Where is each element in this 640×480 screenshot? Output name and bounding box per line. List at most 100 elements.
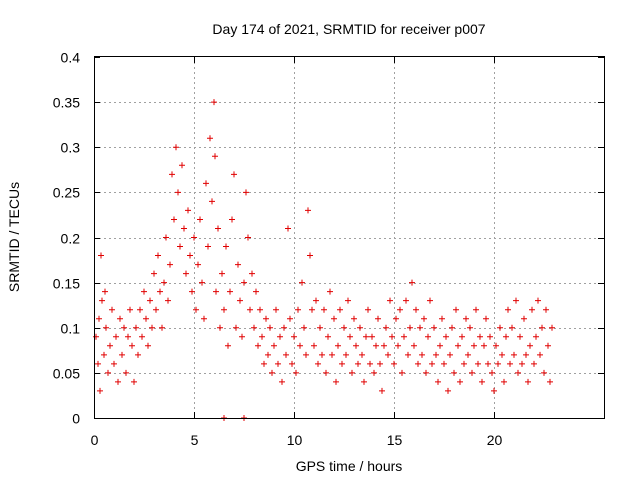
x-tick-label: 0 [91,432,99,448]
data-point [453,306,459,313]
data-point [477,333,483,340]
data-point [503,333,509,340]
data-point [97,387,103,394]
data-point [321,306,327,313]
data-point [153,306,159,313]
data-point [409,279,415,286]
data-point [443,333,449,340]
data-point [127,306,133,313]
data-point [433,351,439,358]
data-point [131,378,137,385]
data-point [295,306,301,313]
data-point [377,360,383,367]
data-point [425,333,431,340]
data-point [98,252,104,259]
y-tick-label: 0.2 [61,231,81,247]
data-point [151,270,157,277]
data-point [143,315,149,322]
data-point [305,207,311,214]
data-point [219,270,225,277]
data-point [309,306,315,313]
data-point [329,351,335,358]
y-tick-label: 0 [72,411,80,427]
data-point [221,306,227,313]
data-point [285,225,291,232]
data-point [269,369,275,376]
data-point [293,369,299,376]
data-point [199,279,205,286]
data-point [197,216,203,223]
data-point [243,189,249,196]
data-point [421,315,427,322]
data-point [397,306,403,313]
data-point [259,333,265,340]
data-point [161,279,167,286]
data-point [255,342,261,349]
data-point [455,342,461,349]
x-tick-label: 10 [287,432,303,448]
data-point [389,333,395,340]
data-point [237,297,243,304]
data-point [167,261,173,268]
data-point [265,351,271,358]
data-point [447,351,453,358]
data-point [279,378,285,385]
y-tick-label: 0.4 [61,50,81,66]
data-point [187,252,193,259]
data-point [417,324,423,331]
x-tick-label: 20 [487,432,503,448]
data-point [315,360,321,367]
data-point [93,333,99,340]
data-point [257,306,263,313]
data-point [479,378,485,385]
data-point [359,351,365,358]
y-tick-label: 0.35 [53,95,80,111]
data-point [263,315,269,322]
data-point [227,288,233,295]
data-point [261,360,267,367]
data-point [505,306,511,313]
data-point [445,387,451,394]
y-tick-label: 0.1 [61,321,81,337]
data-point [101,351,107,358]
data-point [213,288,219,295]
data-point [411,342,417,349]
data-point [345,297,351,304]
data-point [519,360,525,367]
data-point [469,369,475,376]
data-point [525,378,531,385]
y-tick-label: 0.25 [53,185,80,201]
data-point [317,324,323,331]
data-point [297,342,303,349]
x-tick-labels: 0 5 10 15 20 [91,432,503,448]
data-point [179,162,185,169]
data-point [313,297,319,304]
data-point [439,315,445,322]
data-point [371,369,377,376]
data-point [487,333,493,340]
data-point [353,342,359,349]
data-point [395,342,401,349]
data-point [361,378,367,385]
data-point [217,324,223,331]
data-point [205,243,211,250]
data-point [96,315,102,322]
y-tick-labels: 0 0.05 0.1 0.15 0.2 0.25 0.3 0.35 0.4 [53,50,80,427]
data-point [415,360,421,367]
data-point [419,351,425,358]
axis-ticks [94,57,604,419]
data-point [185,207,191,214]
data-point [121,324,127,331]
data-point [489,369,495,376]
data-point [451,369,457,376]
data-point [201,315,207,322]
data-point [195,261,201,268]
data-point [147,297,153,304]
data-point [331,315,337,322]
data-point [169,171,175,178]
data-point [337,306,343,313]
data-point [249,270,255,277]
data-point [113,333,119,340]
data-point [135,351,141,358]
data-point [497,324,503,331]
